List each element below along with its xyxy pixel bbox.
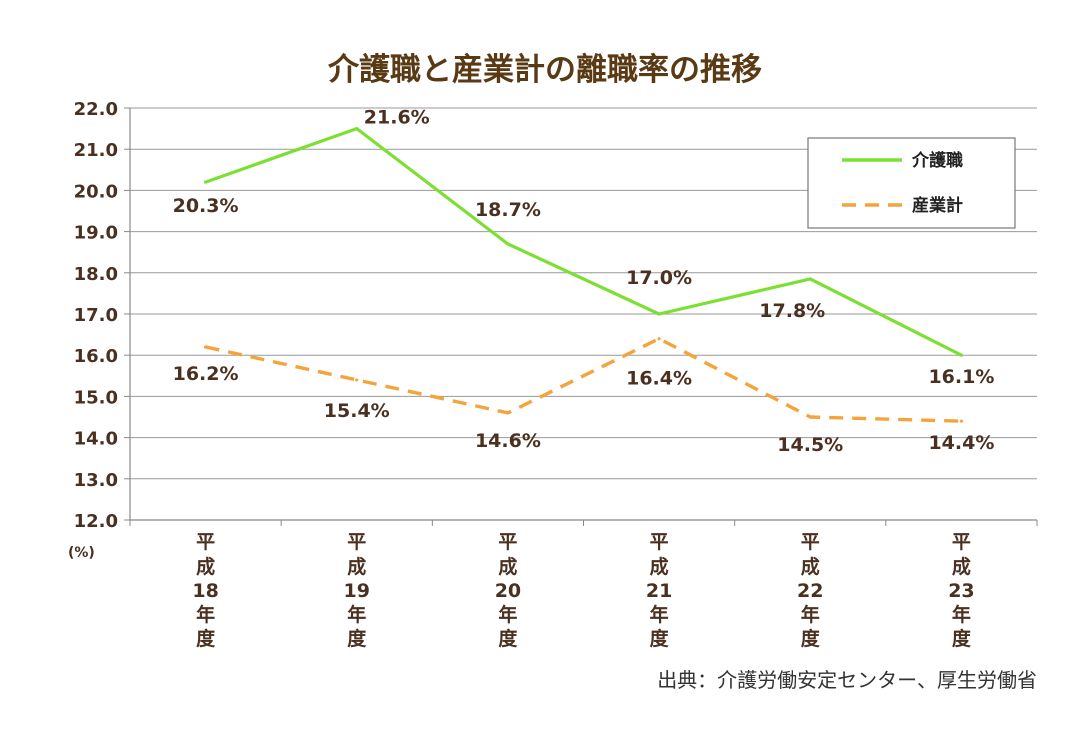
y-tick-label: 18.0 (74, 264, 118, 285)
y-tick-label: 19.0 (74, 223, 118, 244)
y-tick-label: 16.0 (74, 346, 118, 367)
chart-title: 介護職と産業計の離職率の推移 (327, 52, 762, 88)
x-tick-label: 平成 20 年度 (495, 531, 521, 650)
data-label: 17.0% (626, 267, 692, 289)
y-axis-unit: (%) (68, 545, 95, 561)
data-point (506, 411, 510, 415)
legend: 介護職 産業計 (807, 137, 1016, 229)
data-label: 16.4% (626, 368, 692, 390)
series-line-sangyo (205, 337, 962, 423)
y-tick-label: 22.0 (74, 99, 118, 120)
x-tick-label: 平成 23 年度 (948, 531, 974, 650)
data-label: 18.7% (475, 199, 541, 221)
series-line-kaigo (205, 127, 963, 357)
data-point (808, 415, 812, 419)
y-tick-label: 20.0 (74, 181, 118, 202)
data-label: 14.4% (928, 432, 994, 454)
data-label: 16.1% (928, 366, 994, 388)
series (203, 127, 964, 423)
data-label: 21.6% (364, 107, 430, 129)
data-point (657, 312, 661, 316)
data-label: 14.6% (475, 430, 541, 452)
data-point (355, 378, 359, 382)
data-point (203, 345, 208, 349)
data-label: 20.3% (173, 195, 239, 217)
data-labels: 20.3% 21.6% 18.7% 17.0% 17.8% 16.1% 16.2% 15.4%… (173, 107, 995, 456)
x-tick-label: 平成 21 年度 (646, 531, 672, 650)
data-point (808, 277, 812, 281)
y-tick-label: 13.0 (74, 470, 118, 491)
data-label: 17.8% (759, 300, 825, 322)
y-tick-label: 21.0 (74, 140, 118, 161)
source-note: 出典：介護労働安定センター、厚生労働省 (657, 668, 1037, 692)
data-point (959, 419, 964, 423)
y-tick-label: 14.0 (74, 429, 118, 450)
y-axis-ticks: 12.0 13.0 14.0 15.0 16.0 17.0 18.0 19.0 20.0 21.0… (74, 99, 130, 532)
data-point (657, 337, 661, 341)
data-label: 14.5% (777, 434, 843, 456)
data-point (959, 353, 964, 357)
y-tick-label: 12.0 (74, 511, 118, 532)
data-label: 15.4% (324, 400, 390, 422)
data-point (506, 242, 510, 246)
x-tick-label: 平成 18 年度 (192, 531, 218, 650)
data-point (355, 127, 359, 131)
legend-label-kaigo: 介護職 (911, 150, 963, 171)
legend-label-sangyo: 産業計 (912, 195, 963, 216)
x-axis-ticks: 平成 18 年度 平成 19 年度 平成 20 年度 平成 21 年度 平成 22 年度 平成 23 年度 (129, 520, 1038, 650)
y-tick-label: 15.0 (74, 387, 118, 408)
data-label: 16.2% (173, 363, 239, 385)
y-tick-label: 17.0 (74, 305, 118, 326)
x-tick-label: 平成 19 年度 (344, 531, 370, 650)
data-point (203, 180, 208, 184)
legend-box (807, 137, 1016, 229)
x-tick-label: 平成 22 年度 (797, 531, 823, 650)
